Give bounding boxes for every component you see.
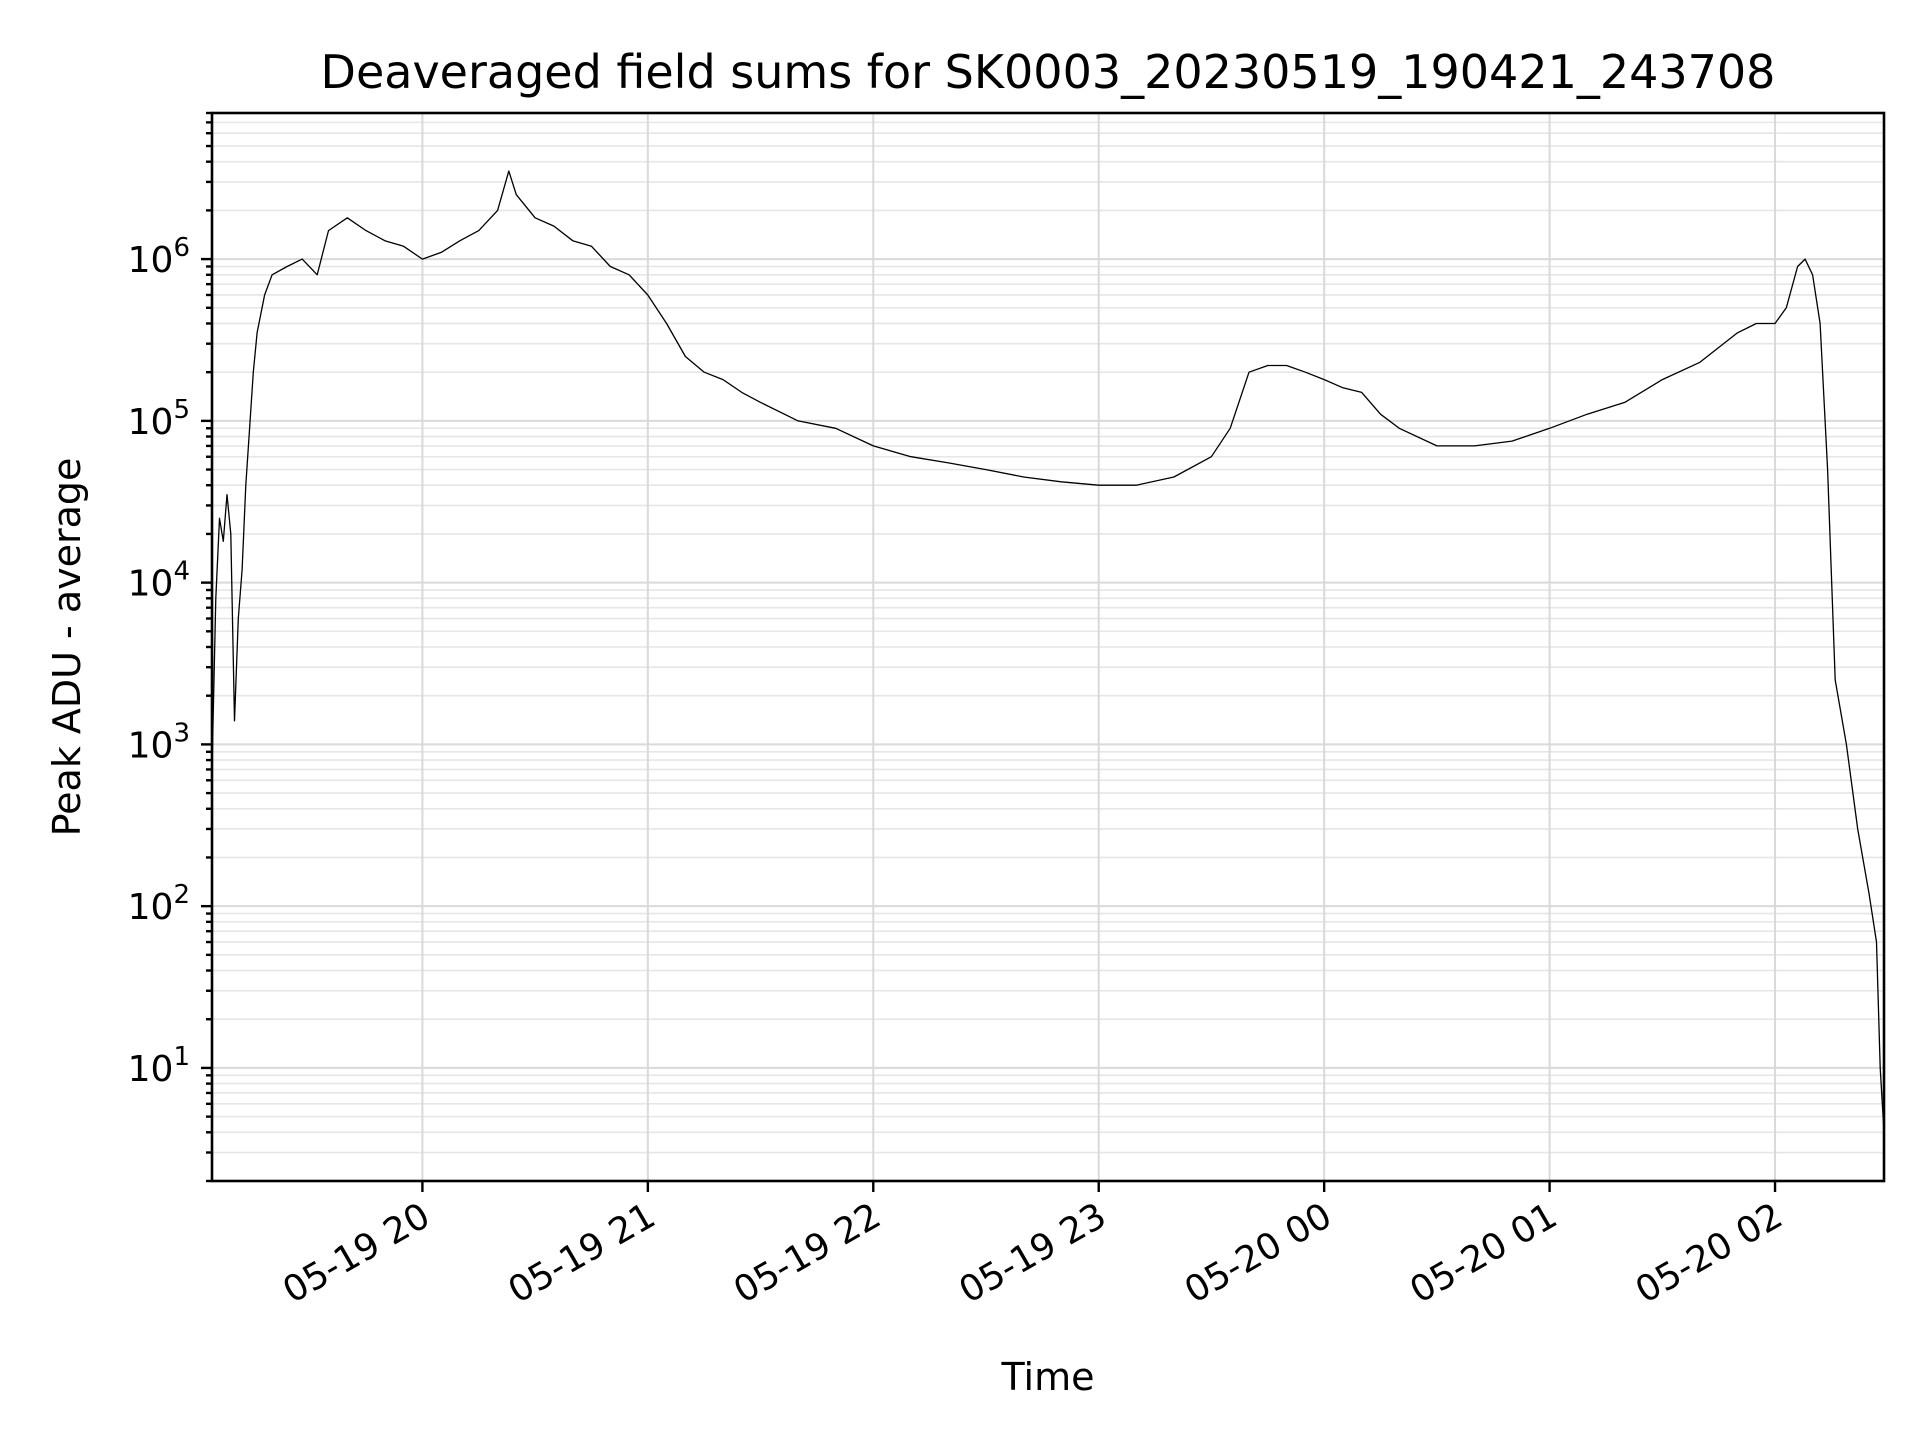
gridlines	[212, 112, 1884, 1182]
y-tick-label: 106	[128, 233, 190, 281]
y-tick-label: 102	[128, 880, 190, 928]
y-tick-label: 101	[128, 1042, 190, 1090]
y-tick-label: 104	[128, 557, 190, 605]
y-tick-label: 103	[128, 718, 190, 766]
series-line	[211, 170, 1885, 1133]
chart-title: Deaveraged field sums for SK0003_2023051…	[321, 45, 1776, 99]
y-tick-label: 105	[128, 395, 190, 443]
y-axis: 101 102 103 104 105 106	[128, 111, 212, 1183]
x-axis-label: Time	[1001, 1355, 1095, 1399]
y-axis-label: Peak ADU - average	[45, 458, 89, 837]
